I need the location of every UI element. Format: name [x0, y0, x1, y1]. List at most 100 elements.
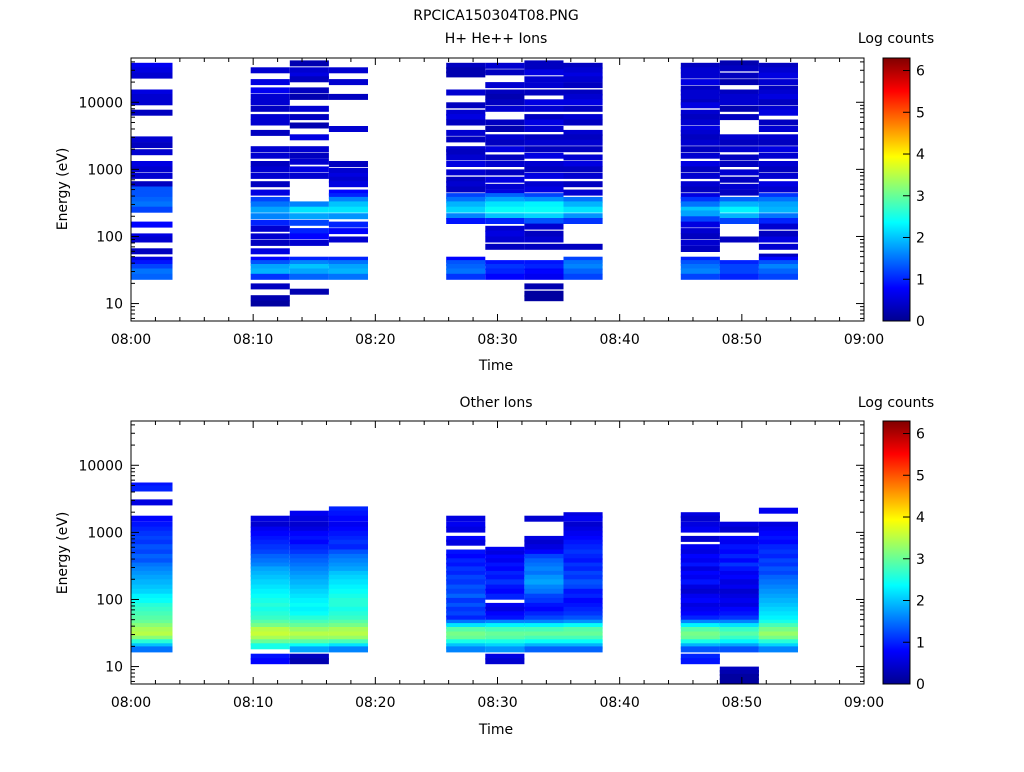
heatmap-cell: [446, 597, 486, 604]
heatmap-cell: [131, 627, 173, 633]
heatmap-cell: [328, 588, 368, 595]
heatmap-cell: [719, 161, 759, 167]
heatmap-cell: [680, 89, 720, 96]
heatmap-cell: [758, 544, 798, 551]
heatmap-cell: [524, 295, 564, 302]
heatmap-cell: [524, 602, 564, 609]
heatmap-cell: [758, 558, 798, 565]
heatmap-cell: [446, 646, 486, 653]
heatmap-cell: [758, 201, 798, 208]
heatmap-cell: [563, 114, 603, 121]
heatmap-cell: [289, 158, 329, 165]
heatmap-cell: [250, 623, 290, 630]
heatmap-cell: [524, 574, 564, 581]
heatmap-cell: [250, 544, 290, 551]
heatmap-cell: [758, 273, 798, 280]
heatmap-cell: [563, 89, 603, 96]
heatmap-cell: [289, 260, 329, 267]
heatmap-cell: [680, 553, 720, 560]
heatmap-cell: [563, 62, 603, 69]
colorbar-tick-label: 1: [916, 272, 925, 288]
heatmap-cell: [250, 574, 290, 581]
heatmap-cell: [485, 550, 525, 557]
heatmap-cell: [328, 172, 368, 179]
heatmap-cell: [485, 105, 525, 112]
heatmap-cell: [289, 635, 329, 642]
heatmap-cell: [131, 181, 173, 188]
heatmap-cell: [250, 515, 290, 522]
heatmap-cell: [485, 62, 525, 69]
heatmap-cell: [524, 584, 564, 591]
heatmap-cell: [446, 119, 486, 126]
heatmap-cell: [485, 635, 525, 642]
heatmap-cell: [680, 102, 720, 109]
heatmap-cell: [524, 290, 564, 297]
heatmap-cell: [250, 535, 290, 542]
heatmap-cell: [250, 653, 290, 660]
heatmap-cell: [131, 72, 173, 79]
colorbar-tick-label: 1: [916, 635, 925, 651]
heatmap-cell: [446, 553, 486, 560]
heatmap-cell: [446, 218, 486, 224]
heatmap-cell: [524, 218, 564, 224]
heatmap-cell: [719, 643, 759, 650]
heatmap-cell: [250, 196, 290, 203]
heatmap-cell: [250, 201, 290, 208]
heatmap-cell: [328, 189, 368, 196]
heatmap-cell: [680, 535, 720, 542]
heatmap-cell: [131, 588, 173, 595]
heatmap-cell: [131, 597, 173, 604]
heatmap-cell: [563, 515, 603, 522]
heatmap-cell: [328, 221, 368, 228]
heatmap-cell: [131, 161, 173, 167]
heatmap-cell: [719, 105, 759, 112]
heatmap-cell: [719, 154, 759, 161]
heatmap-cell: [250, 658, 290, 665]
heatmap-cell: [680, 643, 720, 650]
heatmap-cell: [446, 588, 486, 595]
heatmap-cell: [289, 639, 329, 646]
heatmap-cell: [758, 606, 798, 613]
heatmap-cell: [680, 521, 720, 528]
heatmap-cell: [563, 76, 603, 83]
heatmap-cell: [719, 627, 759, 633]
heatmap-cell: [289, 611, 329, 618]
heatmap-cell: [485, 623, 525, 630]
heatmap-cell: [446, 186, 486, 193]
heatmap-cell: [328, 268, 368, 275]
heatmap-cell: [446, 196, 486, 203]
colorbar-tick-label: 6: [916, 64, 925, 80]
heatmap-cell: [758, 521, 798, 528]
heatmap-cell: [758, 166, 798, 173]
heatmap-cell: [758, 627, 798, 633]
heatmap-cell: [758, 549, 798, 556]
heatmap-cell: [758, 181, 798, 188]
heatmap-cell: [719, 273, 759, 280]
heatmap-cell: [680, 512, 720, 519]
heatmap-cell: [563, 161, 603, 167]
heatmap-cell: [131, 273, 173, 280]
heatmap-cell: [758, 218, 798, 224]
heatmap-cell: [758, 139, 798, 146]
heatmap-cell: [719, 544, 759, 551]
heatmap-cell: [289, 579, 329, 586]
heatmap-cell: [485, 230, 525, 237]
heatmap-cell: [563, 627, 603, 633]
heatmap-cell: [328, 635, 368, 642]
heatmap-cell: [289, 146, 329, 153]
heatmap-cell: [719, 93, 759, 100]
heatmap-cell: [289, 233, 329, 240]
heatmap-cell: [250, 593, 290, 600]
heatmap-cell: [524, 181, 564, 188]
heatmap-cell: [289, 206, 329, 213]
heatmap-cell: [485, 606, 525, 613]
heatmap-cell: [563, 539, 603, 546]
heatmap-cell: [289, 67, 329, 74]
colorbar-label: Log counts: [858, 31, 934, 47]
colorbar: [882, 420, 911, 685]
heatmap-cell: [485, 260, 525, 267]
heatmap-cell: [719, 579, 759, 586]
heatmap-cell: [289, 539, 329, 546]
heatmap-cell: [758, 85, 798, 92]
colorbar-axis: 0 1 2 3 4 5 6: [903, 64, 925, 330]
